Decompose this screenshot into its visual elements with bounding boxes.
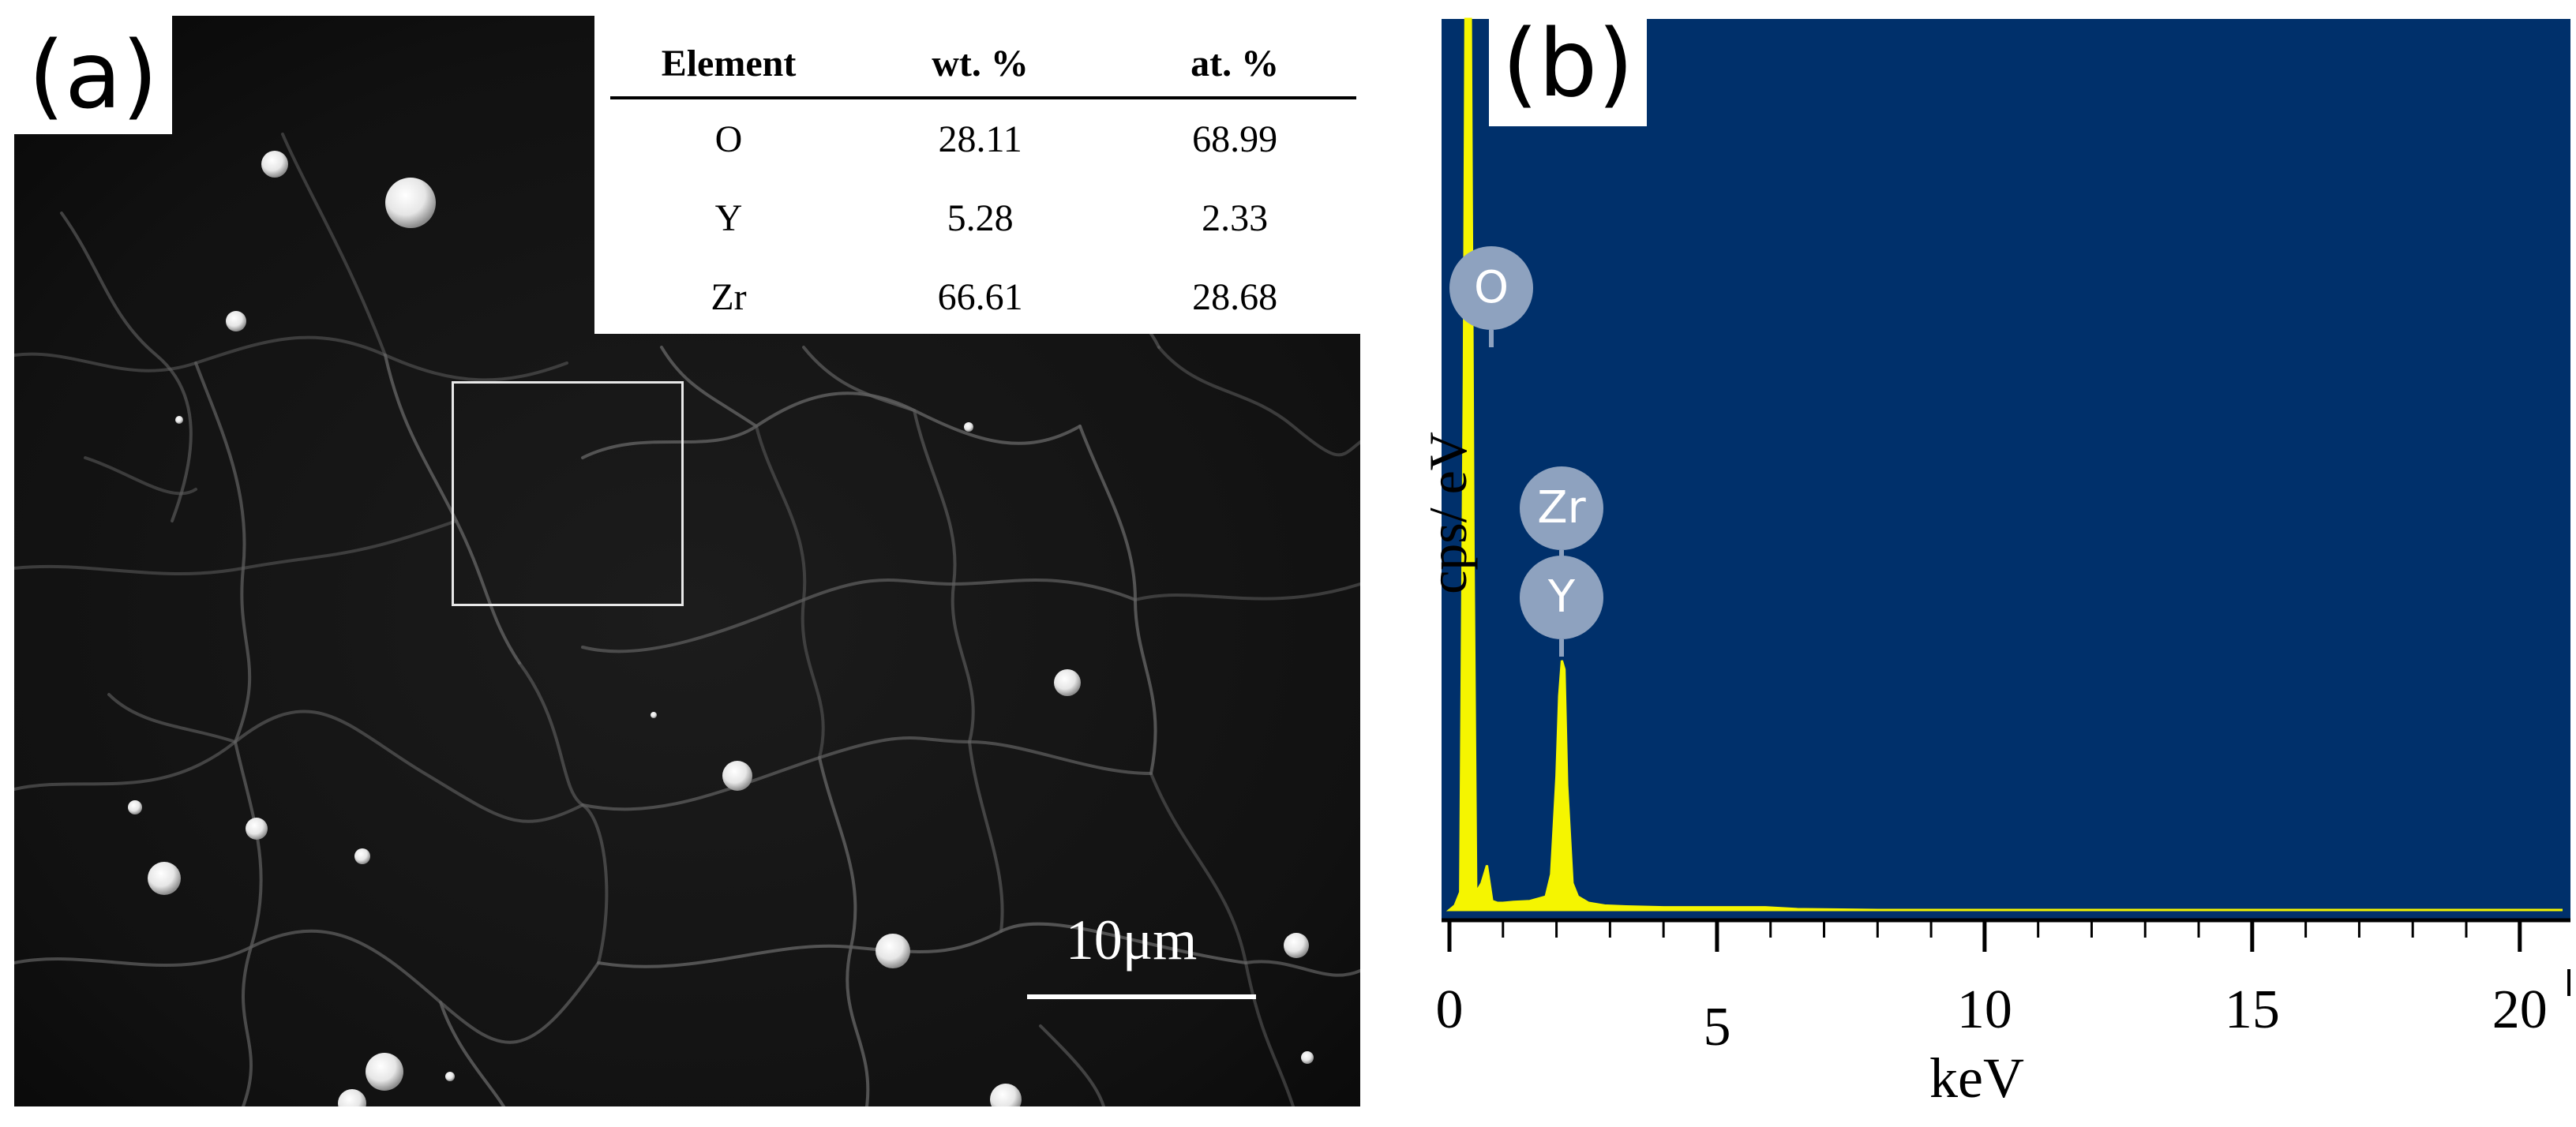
particle bbox=[128, 800, 142, 814]
grain-boundary bbox=[1244, 960, 1360, 977]
grain-boundary bbox=[1149, 772, 1295, 1106]
grain-boundary bbox=[14, 519, 458, 576]
grain-boundary bbox=[1157, 346, 1360, 457]
cell-at: 2.33 bbox=[1202, 197, 1269, 239]
grain-boundary bbox=[14, 710, 584, 823]
particle bbox=[175, 416, 183, 424]
particle bbox=[1301, 1051, 1314, 1064]
grain-boundary bbox=[968, 740, 1004, 933]
table-row: O 28.11 68.99 bbox=[610, 98, 1356, 178]
cell-element: Y bbox=[714, 197, 743, 239]
particle bbox=[261, 151, 288, 178]
grain-boundary bbox=[660, 346, 758, 428]
panel-a-label: (a) bbox=[14, 16, 172, 134]
y-axis-label: cps/ eV bbox=[1418, 432, 1478, 594]
eds-spectrum-chart bbox=[1442, 17, 2570, 996]
x-axis-label: keV bbox=[1929, 1046, 2024, 1110]
grain-boundary bbox=[107, 693, 237, 743]
scale-bar-label: 10μm bbox=[1065, 908, 1198, 972]
x-tick-label: 15 bbox=[2224, 979, 2280, 1040]
particle bbox=[876, 934, 910, 968]
grain-boundary bbox=[597, 922, 1247, 968]
grain-boundary bbox=[581, 578, 1137, 653]
cell-wt: 5.28 bbox=[947, 197, 1014, 239]
cell-at: 28.68 bbox=[1192, 275, 1278, 318]
scale-bar bbox=[1027, 994, 1256, 999]
grain-boundary bbox=[581, 391, 1082, 459]
grain-boundary bbox=[60, 212, 193, 522]
cell-element: Zr bbox=[711, 275, 747, 318]
particle bbox=[385, 178, 436, 228]
peak-label-zr: Zr bbox=[1520, 466, 1603, 567]
particle bbox=[445, 1072, 455, 1081]
x-axis bbox=[1442, 918, 2570, 996]
eds-composition-table-box: Element wt. % at. % O 28.11 68.99 Y 5.28… bbox=[594, 16, 1360, 334]
sem-micrograph-panel: (a) Element wt. % at. % O 28.11 68.99 bbox=[14, 16, 1360, 1106]
particle bbox=[651, 712, 657, 718]
header-wt-percent: wt. % bbox=[847, 30, 1114, 99]
particles bbox=[128, 151, 1314, 1106]
spectrum-line bbox=[1445, 17, 2563, 912]
cell-wt: 28.11 bbox=[938, 118, 1022, 160]
grain-boundary bbox=[581, 736, 1153, 811]
cell-wt: 66.61 bbox=[937, 275, 1023, 318]
x-tick-label: 20 bbox=[2492, 979, 2548, 1040]
cell-element: O bbox=[714, 118, 743, 160]
table-header-row: Element wt. % at. % bbox=[610, 30, 1356, 99]
grain-boundary bbox=[802, 346, 916, 412]
particle bbox=[338, 1089, 366, 1106]
spectrum bbox=[1445, 17, 2563, 912]
particle bbox=[990, 1084, 1022, 1106]
x-tick-label: 5 bbox=[1703, 997, 1731, 1058]
grain-boundary bbox=[1039, 1024, 1105, 1106]
particle bbox=[1054, 669, 1081, 696]
particle bbox=[722, 761, 752, 791]
grain-boundary bbox=[439, 1001, 505, 1106]
eds-spectrum-panel: (b) O Zr Y cps/ eV keV 0 5 10 15 20 bbox=[1361, 0, 2576, 1127]
particle bbox=[1284, 933, 1309, 958]
cell-at: 68.99 bbox=[1192, 118, 1278, 160]
grain-boundary bbox=[84, 456, 197, 496]
header-at-percent: at. % bbox=[1113, 30, 1356, 99]
particle bbox=[148, 862, 181, 895]
x-tick-label: 10 bbox=[1956, 979, 2012, 1040]
table-row: Y 5.28 2.33 bbox=[610, 178, 1356, 257]
particle bbox=[354, 848, 370, 864]
particle bbox=[226, 311, 246, 331]
panel-b-label: (b) bbox=[1489, 0, 1647, 126]
eds-composition-table: Element wt. % at. % O 28.11 68.99 Y 5.28… bbox=[610, 30, 1356, 336]
particle bbox=[366, 1053, 403, 1091]
peak-label-y: Y bbox=[1520, 556, 1603, 657]
grain-boundary bbox=[14, 929, 600, 1044]
analysis-region-box bbox=[452, 381, 684, 606]
grain-boundary bbox=[14, 335, 568, 382]
grain-boundaries bbox=[14, 133, 1360, 1106]
grain-boundary bbox=[1134, 582, 1360, 601]
plot-area bbox=[1442, 19, 2570, 920]
particle bbox=[246, 818, 268, 840]
x-tick-label: 0 bbox=[1435, 979, 1464, 1040]
table-row: Zr 66.61 28.68 bbox=[610, 257, 1356, 336]
header-element: Element bbox=[610, 30, 847, 99]
grain-boundary bbox=[281, 133, 387, 357]
peak-label-o: O bbox=[1449, 246, 1533, 347]
particle bbox=[964, 422, 973, 432]
